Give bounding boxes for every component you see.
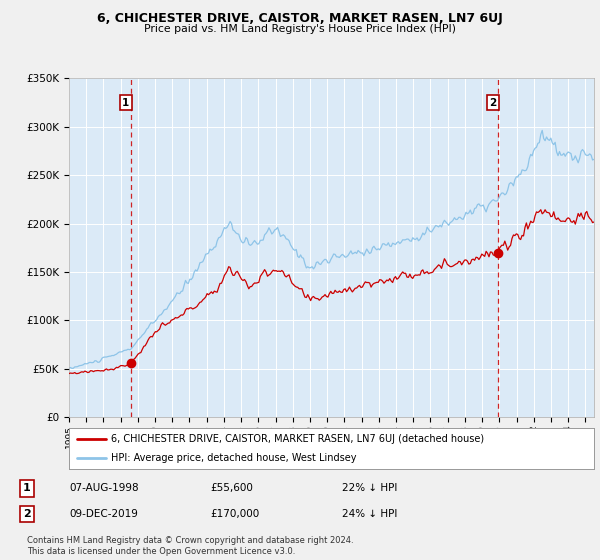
Text: HPI: Average price, detached house, West Lindsey: HPI: Average price, detached house, West… xyxy=(111,453,356,463)
Text: £170,000: £170,000 xyxy=(210,509,259,519)
Text: Contains HM Land Registry data © Crown copyright and database right 2024.
This d: Contains HM Land Registry data © Crown c… xyxy=(27,536,353,556)
Text: 07-AUG-1998: 07-AUG-1998 xyxy=(69,483,139,493)
Text: 6, CHICHESTER DRIVE, CAISTOR, MARKET RASEN, LN7 6UJ: 6, CHICHESTER DRIVE, CAISTOR, MARKET RAS… xyxy=(97,12,503,25)
Text: Price paid vs. HM Land Registry's House Price Index (HPI): Price paid vs. HM Land Registry's House … xyxy=(144,24,456,34)
Text: 2: 2 xyxy=(490,97,497,108)
Text: 1: 1 xyxy=(23,483,31,493)
Text: £55,600: £55,600 xyxy=(210,483,253,493)
Text: 22% ↓ HPI: 22% ↓ HPI xyxy=(342,483,397,493)
Text: 24% ↓ HPI: 24% ↓ HPI xyxy=(342,509,397,519)
Text: 2: 2 xyxy=(23,509,31,519)
Text: 6, CHICHESTER DRIVE, CAISTOR, MARKET RASEN, LN7 6UJ (detached house): 6, CHICHESTER DRIVE, CAISTOR, MARKET RAS… xyxy=(111,434,484,444)
Text: 09-DEC-2019: 09-DEC-2019 xyxy=(69,509,138,519)
Text: 1: 1 xyxy=(122,97,130,108)
